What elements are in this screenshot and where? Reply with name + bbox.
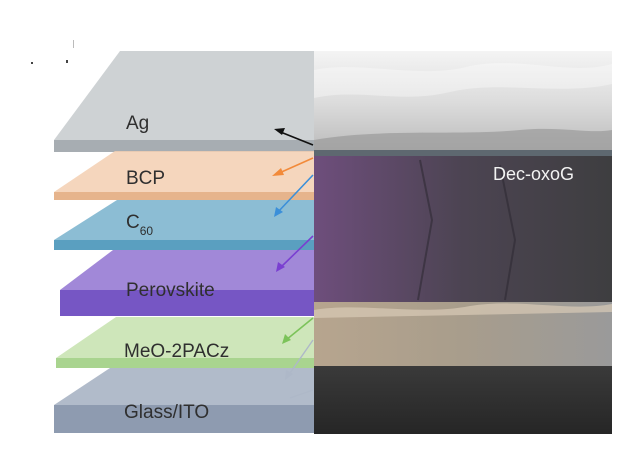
sem-ag-bottom-edge bbox=[314, 128, 612, 154]
arrowhead-glass-ito bbox=[285, 370, 293, 380]
sem-band-glass bbox=[314, 366, 612, 434]
layer-glass-ito-label: Glass/ITO bbox=[124, 402, 209, 423]
layer-perovskite-top bbox=[60, 250, 314, 290]
layer-c60-top bbox=[54, 200, 314, 240]
arrow-bcp bbox=[276, 157, 314, 175]
layer-perovskite-label: Perovskite bbox=[126, 280, 215, 301]
sem-grain-boundary bbox=[417, 159, 517, 301]
layer-meo2pacz-edge bbox=[56, 358, 314, 368]
pointer-arrows bbox=[272, 128, 314, 399]
layer-bcp-top bbox=[54, 151, 314, 192]
arrowhead-meo2pacz bbox=[282, 334, 291, 344]
layer-ag-label: Ag bbox=[126, 113, 149, 134]
layer-ag: Ag bbox=[54, 51, 314, 152]
arrow-c60 bbox=[276, 174, 314, 214]
arrow-meo2pacz bbox=[285, 317, 314, 341]
layer-c60: C60 bbox=[54, 200, 314, 250]
arrowhead-ag bbox=[274, 128, 285, 135]
layer-glass-ito-edge bbox=[54, 405, 314, 433]
layer-ag-edge bbox=[54, 140, 314, 152]
layer-glass-ito: Glass/ITO bbox=[54, 368, 314, 433]
layer-bcp-edge bbox=[54, 192, 314, 200]
arrowhead-c60 bbox=[274, 207, 283, 217]
arrow-glass-ito-2 bbox=[289, 389, 314, 399]
layer-c60-label: C60 bbox=[126, 212, 153, 238]
layer-glass-ito-top bbox=[54, 368, 314, 405]
arrow-perovskite bbox=[279, 235, 314, 269]
arrow-glass-ito bbox=[287, 339, 314, 377]
sem-band-perovskite bbox=[314, 156, 612, 302]
sem-label: Dec-oxoG bbox=[493, 164, 574, 184]
sem-cross-section: Dec-oxoG bbox=[314, 51, 612, 434]
stray-marks bbox=[31, 40, 74, 64]
layer-perovskite: Perovskite bbox=[60, 250, 314, 316]
layer-bcp: BCP bbox=[54, 151, 314, 200]
sem-ag-texture bbox=[314, 63, 612, 98]
arrow-ag bbox=[277, 130, 314, 146]
layer-meo2pacz: MeO-2PACz bbox=[56, 317, 314, 368]
layer-c60-edge bbox=[54, 240, 314, 250]
layer-bcp-label: BCP bbox=[126, 168, 165, 189]
sem-htl-top-edge bbox=[314, 303, 612, 318]
arrowhead-bcp bbox=[272, 168, 284, 176]
sem-band-interface bbox=[314, 150, 612, 156]
layer-perovskite-edge bbox=[60, 290, 314, 316]
layer-ag-top bbox=[54, 51, 314, 140]
layer-meo2pacz-label: MeO-2PACz bbox=[124, 341, 229, 362]
layer-meo2pacz-top bbox=[56, 317, 314, 358]
arrowhead-perovskite bbox=[276, 262, 285, 272]
